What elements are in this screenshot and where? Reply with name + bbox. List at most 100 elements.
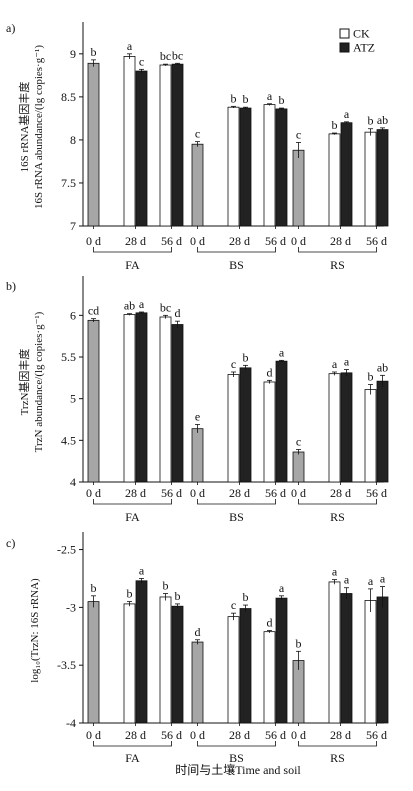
y-axis-label: TrzN基因丰度 — [17, 349, 31, 416]
bar-bs-0d-0d — [191, 143, 204, 227]
bar-fa-28d-atz — [135, 70, 148, 227]
bar-bs-28d-ck — [227, 374, 240, 483]
bar-rs-28d-atz — [340, 122, 353, 227]
bar-fa-0d-0d — [87, 601, 100, 724]
bar-fa-56d-atz — [171, 63, 184, 227]
significance-letter: b — [175, 589, 181, 603]
x-tick-label: 0 d — [86, 234, 101, 248]
x-tick-label: 28 d — [330, 486, 351, 500]
bar-rs-28d-ck — [328, 133, 341, 227]
y-tick-label: -4 — [66, 716, 76, 730]
x-tick-label: 28 d — [125, 234, 146, 248]
significance-letter: c — [231, 598, 236, 612]
bar-bs-56d-ck — [263, 381, 276, 483]
x-tick-label: 56 d — [265, 234, 286, 248]
bar-rs-56d-atz — [376, 596, 389, 724]
bar-rs-0d-0d — [292, 149, 305, 227]
bar-fa-28d-ck — [123, 603, 136, 724]
x-tick-label: 0 d — [291, 486, 306, 500]
significance-letter: b — [127, 587, 133, 601]
significance-letter: d — [195, 625, 201, 639]
significance-letter: e — [195, 410, 200, 424]
bar-fa-0d-0d — [87, 62, 100, 227]
bar-rs-28d-atz — [340, 593, 353, 724]
bar-fa-28d-atz — [135, 580, 148, 724]
x-tick-label: 0 d — [291, 234, 306, 248]
x-tick-label: 56 d — [161, 728, 182, 742]
significance-letter: b — [91, 45, 97, 59]
significance-letter: c — [296, 127, 301, 141]
significance-letter: a — [139, 563, 145, 577]
y-tick-label: 4.5 — [61, 433, 76, 447]
significance-letter: a — [332, 357, 338, 371]
group-label: FA — [125, 751, 140, 765]
x-tick-label: 56 d — [366, 728, 387, 742]
group-label: RS — [330, 751, 345, 765]
significance-letter: a — [139, 297, 145, 311]
y-tick-label: 7.5 — [61, 176, 76, 190]
x-tick-label: 0 d — [190, 486, 205, 500]
significance-letter: c — [195, 127, 200, 141]
significance-letter: c — [296, 435, 301, 449]
y-axis-label-secondary: TrzN abundance/(lg copies·g⁻¹) — [33, 311, 45, 452]
x-tick-label: 28 d — [229, 486, 250, 500]
significance-letter: a — [344, 573, 350, 587]
x-tick-label: 28 d — [229, 728, 250, 742]
significance-letter: c — [139, 54, 144, 68]
x-tick-label: 56 d — [265, 728, 286, 742]
significance-letter: ab — [377, 113, 388, 127]
significance-letter: cd — [88, 304, 99, 318]
significance-letter: a — [267, 89, 273, 103]
group-bracket — [197, 247, 276, 253]
group-label: FA — [125, 258, 140, 272]
significance-letter: b — [243, 92, 249, 106]
significance-letter: b — [163, 579, 169, 593]
y-tick-label: 5.5 — [61, 350, 76, 364]
y-tick-label: 4 — [70, 475, 76, 489]
bar-bs-56d-atz — [275, 597, 288, 724]
panel-label: a) — [6, 21, 15, 35]
chart-panels: a) 16S rRNA基因丰度 16S rRNA abundance/(lg cop… — [6, 21, 389, 765]
group-bracket — [298, 741, 377, 747]
group-bracket — [93, 741, 172, 747]
bar-rs-28d-ck — [328, 581, 341, 724]
x-tick-label: 56 d — [161, 486, 182, 500]
significance-letter: a — [332, 565, 338, 579]
significance-letter: d — [267, 365, 273, 379]
legend-swatch-ck — [339, 28, 350, 39]
x-tick-label: 0 d — [190, 728, 205, 742]
y-axis-label: 16S rRNA基因丰度 — [17, 82, 31, 173]
group-label: FA — [125, 510, 140, 524]
panel-3: c)log₁₀(TrzN: 16S rRNA)-4-3.5-3-2.5b babb… — [6, 532, 389, 765]
x-tick-label: 28 d — [330, 728, 351, 742]
significance-letter: a — [380, 572, 386, 586]
bar-bs-56d-ck — [263, 104, 276, 227]
panel-1: a) 16S rRNA基因丰度 16S rRNA abundance/(lg cop… — [6, 21, 389, 272]
significance-letter: ab — [124, 299, 135, 313]
bar-bs-28d-atz — [239, 608, 252, 724]
bar-bs-56d-atz — [275, 108, 288, 227]
bar-rs-28d-ck — [328, 373, 341, 483]
legend: CK ATZ — [339, 27, 375, 55]
panel-2: b) TrzN基因丰度 TrzN abundance/(lg copies·g⁻¹)… — [6, 276, 389, 524]
group-label: RS — [330, 258, 345, 272]
y-tick-label: 8 — [70, 133, 76, 147]
bar-bs-28d-atz — [239, 107, 252, 227]
bar-fa-28d-ck — [123, 314, 136, 483]
x-tick-label: 56 d — [161, 234, 182, 248]
y-tick-label: 9 — [70, 47, 76, 61]
group-bracket — [93, 499, 172, 505]
bar-fa-56d-atz — [171, 605, 184, 724]
y-axis-label-secondary: 16S rRNA abundance/(lg copies·g⁻¹) — [33, 45, 45, 209]
x-tick-label: 28 d — [229, 234, 250, 248]
x-tick-label: 56 d — [366, 234, 387, 248]
legend-label-atz: ATZ — [353, 41, 375, 55]
significance-letter: d — [175, 306, 181, 320]
group-label: BS — [229, 510, 244, 524]
significance-letter: b — [243, 350, 249, 364]
bar-fa-0d-0d — [87, 319, 100, 483]
y-tick-label: 8.5 — [61, 90, 76, 104]
significance-letter: b — [368, 370, 374, 384]
bar-rs-56d-ck — [364, 389, 377, 483]
significance-letter: a — [368, 574, 374, 588]
